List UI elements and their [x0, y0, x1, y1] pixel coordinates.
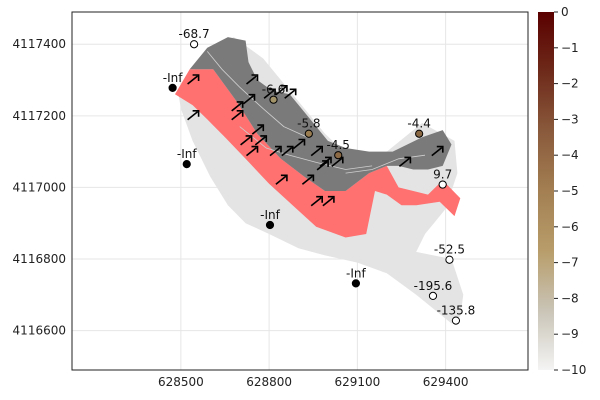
- data-point: [438, 180, 447, 189]
- y-tick-label: 4116600: [13, 324, 66, 338]
- point-label: 9.7: [433, 168, 452, 182]
- flow-arrow: [398, 156, 412, 168]
- data-point: [445, 255, 454, 264]
- flow-arrow: [322, 195, 335, 207]
- red-region: [175, 69, 461, 238]
- region-layer: [175, 37, 464, 324]
- arrow-layer: [187, 74, 444, 207]
- point-label: -Inf: [260, 208, 280, 222]
- flow-arrow: [319, 156, 332, 168]
- point-label: -Inf: [177, 147, 197, 161]
- x-tick-label: 629100: [334, 375, 380, 389]
- y-tick-label: 4117200: [13, 109, 66, 123]
- flow-arrow: [275, 85, 288, 96]
- flow-arrow: [431, 145, 444, 157]
- data-point: [428, 291, 438, 300]
- colorbar-tick-label: −9: [561, 327, 579, 341]
- flow-arrow: [243, 93, 256, 105]
- contour-line: [239, 126, 373, 170]
- colorbar-tick-label: −10: [561, 363, 586, 377]
- x-tick-label: 629400: [423, 375, 469, 389]
- colorbar-tick-label: −6: [561, 220, 579, 234]
- flow-arrow: [284, 88, 297, 99]
- data-point: [351, 279, 360, 288]
- flow-arrow: [301, 174, 315, 185]
- x-tick-label: 628800: [246, 375, 292, 389]
- colorbar-tick-label: −8: [561, 291, 579, 305]
- point-layer: [168, 40, 461, 325]
- flow-arrow: [240, 135, 253, 146]
- data-point: [168, 83, 177, 92]
- colorbar-tick-label: 0: [561, 5, 569, 19]
- point-label: -195.6: [414, 279, 453, 293]
- y-tick-label: 4117400: [13, 37, 66, 51]
- data-point: [451, 316, 461, 325]
- flow-arrow: [231, 101, 244, 112]
- flow-arrow: [263, 88, 276, 99]
- flow-arrow: [310, 195, 324, 207]
- flow-arrow: [246, 74, 259, 85]
- flow-arrow: [293, 138, 306, 150]
- dark-region: [189, 37, 452, 191]
- point-label: -4.5: [327, 138, 350, 152]
- point-label: -4.4: [407, 117, 430, 131]
- data-point: [304, 129, 313, 138]
- data-point: [265, 220, 275, 230]
- flow-arrow: [187, 110, 200, 121]
- flow-arrow: [251, 124, 265, 135]
- colorbar-tick-label: −7: [561, 256, 579, 270]
- colorbar: [538, 12, 554, 370]
- point-label: -68.7: [179, 27, 210, 41]
- colorbar-tick-label: −1: [561, 41, 579, 55]
- colorbar-tick-label: −3: [561, 112, 579, 126]
- point-label: -52.5: [434, 243, 465, 257]
- plot-frame: [71, 11, 529, 371]
- data-point: [189, 40, 199, 49]
- x-tick-labels: 628500 628800 629100 629400: [158, 375, 469, 389]
- data-point: [415, 129, 424, 138]
- data-point: [334, 151, 343, 160]
- point-label: -Inf: [346, 266, 366, 280]
- point-label: -Inf: [163, 71, 183, 85]
- point-label: -6.6: [262, 83, 285, 97]
- flow-arrow: [310, 145, 324, 157]
- point-label: -135.8: [437, 304, 476, 318]
- y-tick-label: 4117000: [13, 180, 66, 194]
- flow-arrow: [187, 74, 200, 85]
- colorbar-ticks: 0 −1 −2 −3 −4 −5 −6 −7 −8 −9 −10: [554, 5, 586, 377]
- flow-arrow: [281, 145, 294, 157]
- flow-arrow: [275, 174, 288, 185]
- label-layer: -68.7 -Inf -Inf -Inf -Inf -6.6 -5.8 -4.5 -4.4 9.7…: [163, 27, 476, 317]
- flow-arrow: [269, 145, 282, 157]
- colorbar-tick-label: −4: [561, 148, 579, 162]
- colorbar-tick-label: −2: [561, 77, 579, 91]
- contour-line: [345, 154, 426, 174]
- data-point: [182, 160, 191, 169]
- x-tick-label: 628500: [158, 375, 204, 389]
- data-point: [269, 95, 278, 104]
- colorbar-tick-label: −5: [561, 184, 579, 198]
- y-tick-labels: 4116600 4116800 4117000 4117200 4117400: [13, 37, 66, 337]
- point-label: -5.8: [297, 117, 320, 131]
- flow-arrow: [231, 110, 244, 121]
- flow-arrow: [254, 135, 268, 146]
- y-tick-label: 4116800: [13, 252, 66, 266]
- flow-arrow: [246, 145, 259, 157]
